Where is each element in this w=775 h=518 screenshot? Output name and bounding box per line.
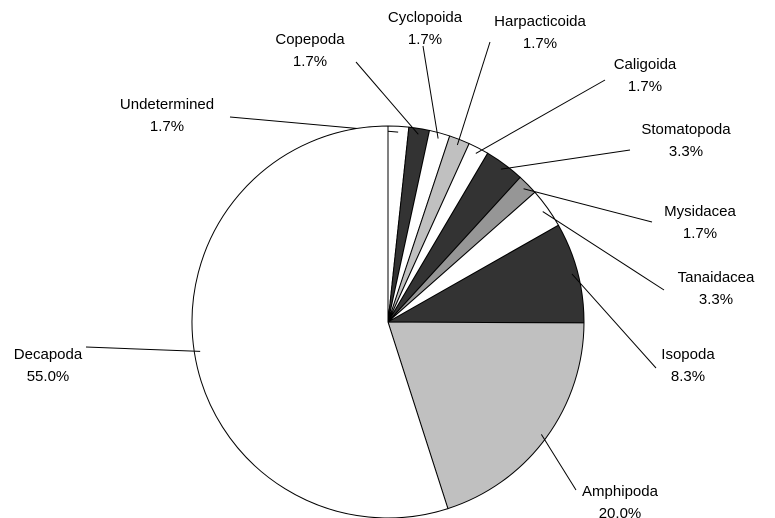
slice-label: Undetermined bbox=[120, 96, 214, 113]
slice-label: Stomatopoda bbox=[641, 121, 731, 138]
slice-value-label: 55.0% bbox=[27, 368, 70, 385]
slice-value-label: 1.7% bbox=[523, 35, 557, 52]
leader-line bbox=[85, 346, 201, 352]
slice-value-label: 3.3% bbox=[699, 291, 733, 308]
slice-label: Amphipoda bbox=[582, 483, 659, 500]
slice-label: Mysidacea bbox=[664, 203, 736, 220]
slice-label: Isopoda bbox=[661, 346, 715, 363]
leader-line bbox=[571, 273, 657, 369]
leader-line bbox=[475, 79, 606, 154]
slice-value-label: 1.7% bbox=[683, 225, 717, 242]
slice-label: Tanaidacea bbox=[678, 269, 755, 286]
pie-slice bbox=[191, 125, 449, 518]
slice-label: Copepoda bbox=[275, 31, 345, 48]
leader-line bbox=[501, 149, 631, 170]
leader-line bbox=[523, 188, 653, 223]
leader-line bbox=[355, 61, 419, 135]
slice-value-label: 1.7% bbox=[150, 118, 184, 135]
slice-label: Decapoda bbox=[14, 346, 83, 363]
slice-label: Caligoida bbox=[614, 56, 677, 73]
slice-value-label: 1.7% bbox=[293, 53, 327, 70]
slice-value-label: 3.3% bbox=[669, 143, 703, 160]
slice-value-label: 1.7% bbox=[628, 78, 662, 95]
slice-label: Harpacticoida bbox=[494, 13, 586, 30]
slice-label: Cyclopoida bbox=[388, 9, 463, 26]
pie-slice bbox=[387, 321, 585, 510]
pie-slice bbox=[386, 224, 585, 324]
leader-line bbox=[542, 211, 665, 291]
leader-line bbox=[422, 45, 439, 139]
leader-line bbox=[456, 41, 491, 146]
slice-value-label: 8.3% bbox=[671, 368, 705, 385]
slice-value-label: 1.7% bbox=[408, 31, 442, 48]
leader-line bbox=[540, 434, 577, 491]
slice-value-label: 20.0% bbox=[599, 505, 642, 518]
